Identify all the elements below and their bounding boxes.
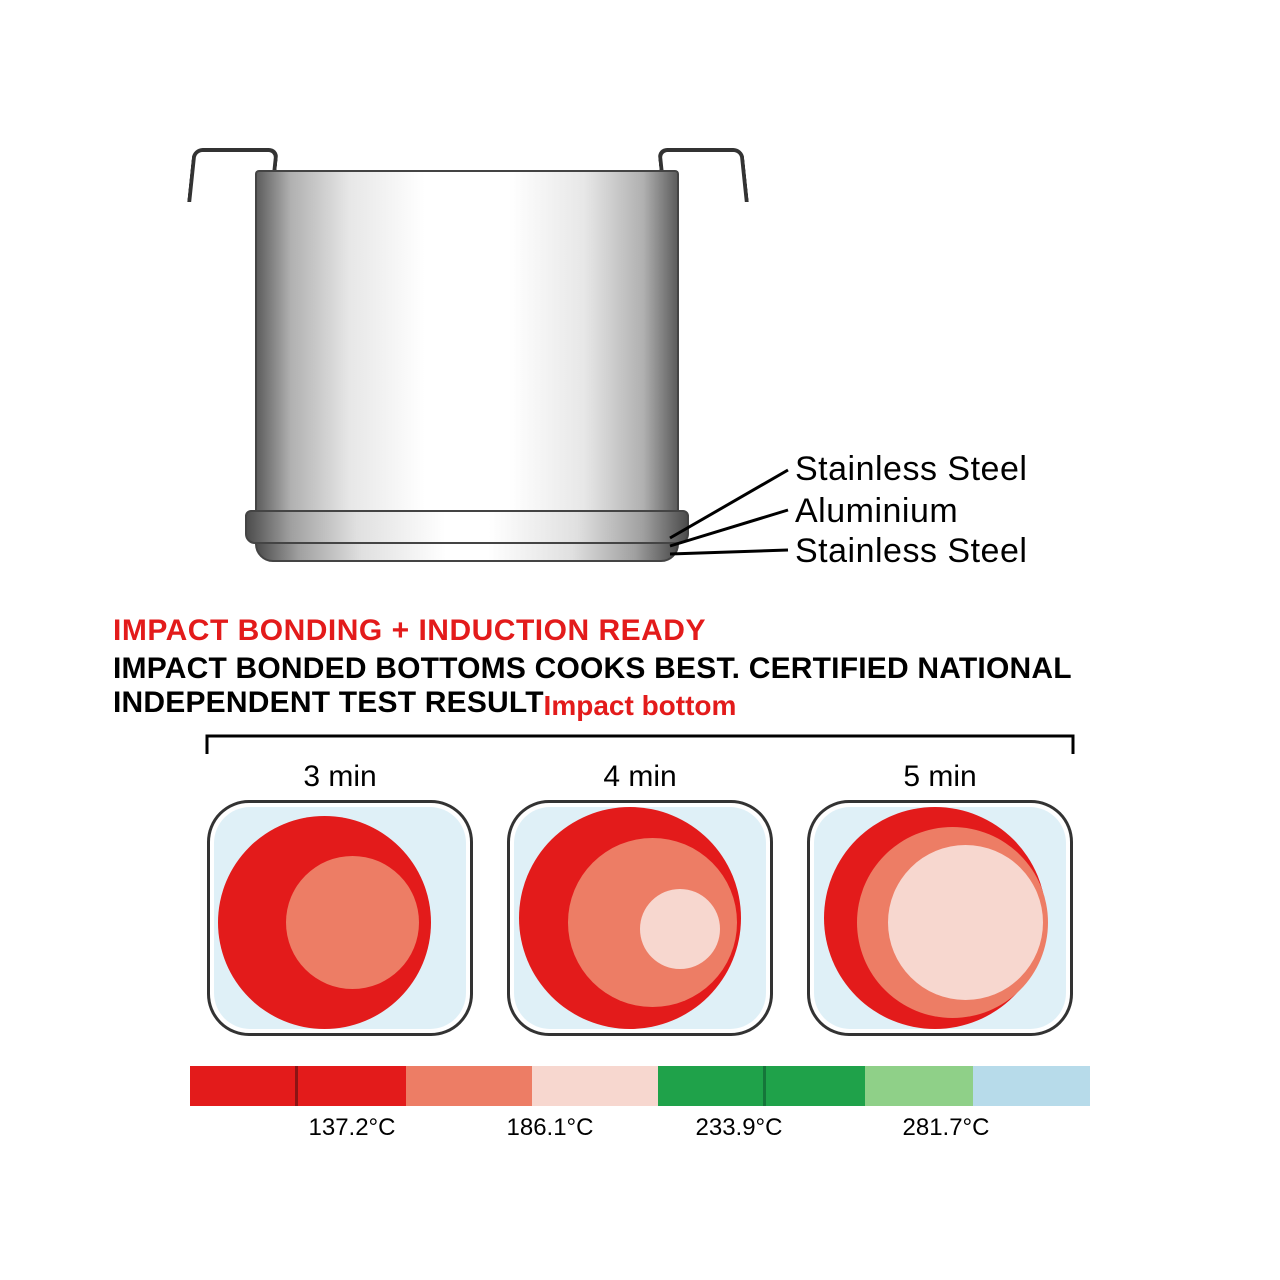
heatmap-tile: 4 min bbox=[505, 760, 775, 1036]
heatmap-tile: 3 min bbox=[205, 760, 475, 1036]
legend-segment bbox=[298, 1066, 406, 1106]
heatmap-tile-label: 4 min bbox=[505, 760, 775, 794]
legend-segment bbox=[658, 1066, 766, 1106]
heatmap-title: Impact bottom bbox=[0, 690, 1280, 722]
legend-segment bbox=[973, 1066, 1090, 1106]
legend-segment bbox=[190, 1066, 298, 1106]
legend-segment bbox=[532, 1066, 658, 1106]
headline-red: IMPACT BONDING + INDUCTION READY bbox=[113, 614, 706, 648]
heatmap-tile-box bbox=[807, 800, 1073, 1036]
heat-blob bbox=[286, 856, 419, 989]
layer-label-1: Stainless Steel bbox=[795, 450, 1027, 489]
layer-label-2: Aluminium bbox=[795, 492, 958, 531]
legend-temp-label: 186.1°C bbox=[507, 1114, 594, 1142]
heatmap-tile-box bbox=[507, 800, 773, 1036]
color-legend: 137.2°C 186.1°C 233.9°C 281.7°C bbox=[190, 1066, 1090, 1146]
pot-body bbox=[255, 170, 679, 512]
legend-segment bbox=[406, 1066, 532, 1106]
heatmap-tile-label: 5 min bbox=[805, 760, 1075, 794]
legend-temp-label: 137.2°C bbox=[309, 1114, 396, 1142]
heatmap-bracket-icon bbox=[205, 726, 1075, 756]
legend-temp-label: 233.9°C bbox=[696, 1114, 783, 1142]
pot-rim bbox=[245, 510, 689, 544]
legend-labels: 137.2°C 186.1°C 233.9°C 281.7°C bbox=[190, 1106, 1090, 1146]
legend-temp-label: 281.7°C bbox=[903, 1114, 990, 1142]
legend-segment bbox=[865, 1066, 973, 1106]
heatmap-tile: 5 min bbox=[805, 760, 1075, 1036]
pot-illustration bbox=[200, 130, 730, 580]
legend-segment bbox=[766, 1066, 865, 1106]
layer-label-3: Stainless Steel bbox=[795, 532, 1027, 571]
heat-blob bbox=[640, 889, 720, 969]
legend-bar bbox=[190, 1066, 1090, 1106]
heatmap-tile-label: 3 min bbox=[205, 760, 475, 794]
heat-blob bbox=[888, 845, 1043, 1000]
heatmap-tiles: 3 min 4 min 5 min bbox=[205, 760, 1075, 1050]
layer-callouts: Stainless Steel Aluminium Stainless Stee… bbox=[660, 450, 1080, 620]
heatmap-tile-box bbox=[207, 800, 473, 1036]
pot-base-plate bbox=[255, 542, 679, 562]
